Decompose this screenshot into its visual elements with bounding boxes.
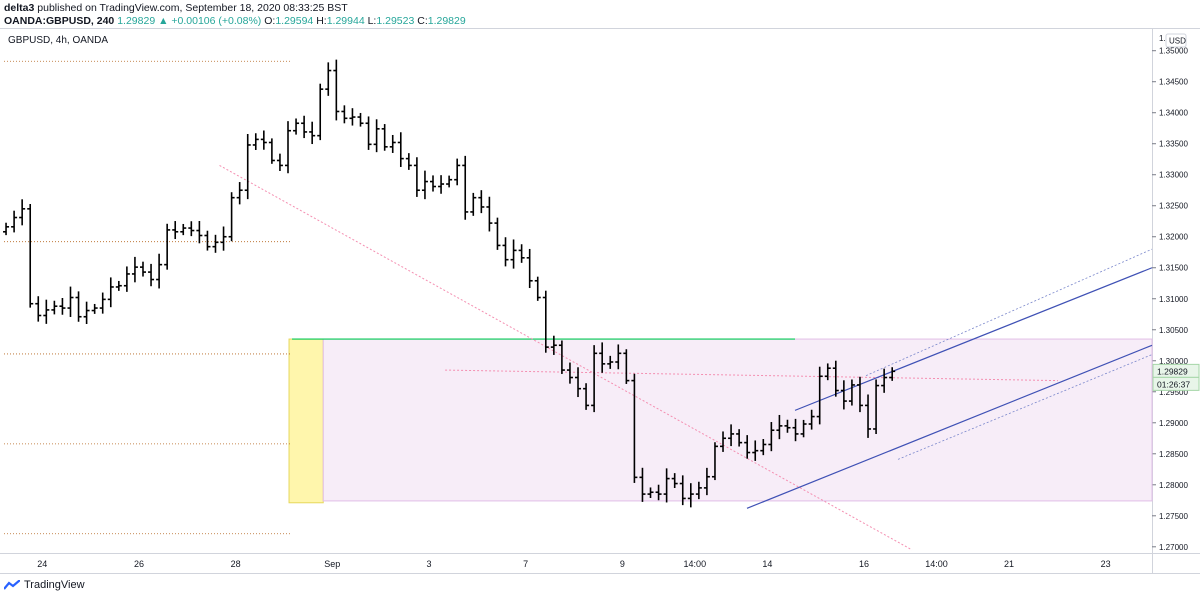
time-tick-label: 3	[426, 559, 431, 569]
countdown-badge	[1152, 376, 1200, 391]
price-tick-label: 1.32000	[1159, 233, 1188, 242]
ohlc-open-label: O:	[264, 15, 276, 27]
price-tick-label: 1.30000	[1159, 357, 1188, 366]
chart-frame[interactable]: GBPUSD, 4h, OANDA 1.35000 1.34500 1.34000 1.…	[0, 28, 1200, 575]
ohlc-low: 1.29523	[376, 15, 415, 27]
time-tick-label: 23	[1101, 559, 1111, 569]
price-tick-label: 1.30500	[1159, 326, 1188, 335]
currency-button[interactable]	[1165, 33, 1187, 48]
channel-outer-lower[interactable]	[897, 354, 1153, 460]
price-tick-label: 1.35000	[1159, 47, 1188, 56]
publisher-name[interactable]: delta3	[4, 2, 35, 14]
time-tick-label: 14	[762, 559, 772, 569]
price-tick-label: 1.32500	[1159, 202, 1188, 211]
pink-range-box[interactable]	[322, 338, 1153, 502]
price-tick-label: 1.29500	[1159, 388, 1188, 397]
price-tick-label: 1.34000	[1159, 109, 1188, 118]
countdown-label: 01:26:37	[1157, 379, 1190, 389]
yellow-zone[interactable]	[288, 338, 324, 504]
price-tick-label: 1.27000	[1159, 543, 1188, 552]
footer: TradingView	[0, 574, 1200, 597]
price-tick-label: 1.28000	[1159, 481, 1188, 490]
price-tick-label: 1.27500	[1159, 512, 1188, 521]
price-tick-label: 1.28500	[1159, 450, 1188, 459]
ohlc-open: 1.29594	[275, 15, 314, 27]
time-tick-label: 24	[37, 559, 47, 569]
time-tick-label: 14:00	[925, 559, 948, 569]
channel-upper[interactable]	[794, 267, 1153, 411]
time-tick-label: 9	[620, 559, 625, 569]
time-tick-label: 26	[134, 559, 144, 569]
currency-button-label: USD	[1169, 37, 1186, 46]
time-tick-label: Sep	[324, 559, 340, 569]
last-price-label: 1.29829	[1157, 366, 1188, 376]
publish-info: delta3 published on TradingView.com, Sep…	[4, 2, 348, 14]
ohlc-high-label: H:	[316, 15, 327, 27]
ohlc-close: 1.29829	[427, 15, 466, 27]
down-trendline[interactable]	[219, 164, 913, 551]
time-tick-label: 14:00	[684, 559, 707, 569]
symbol-label: OANDA:GBPUSD, 240	[4, 15, 115, 27]
price-chart[interactable]: GBPUSD, 4h, OANDA 1.35000 1.34500 1.34000 1.…	[0, 29, 1200, 575]
price-tick-label: 1.3	[1159, 34, 1171, 43]
publish-header: delta3 published on TradingView.com, Sep…	[0, 0, 1200, 28]
ohlc-low-label: L:	[367, 15, 377, 27]
tradingview-logo-icon	[4, 580, 20, 590]
time-tick-label: 16	[859, 559, 869, 569]
channel-outer-upper[interactable]	[865, 248, 1153, 377]
time-tick-label: 21	[1004, 559, 1014, 569]
time-tick-label: 7	[523, 559, 528, 569]
price-tick-label: 1.34500	[1159, 78, 1188, 87]
time-tick-label: 28	[231, 559, 241, 569]
price-change: 1.29829 ▲ +0.00106 (+0.08%)	[117, 15, 262, 27]
ohlc-close-label: C:	[417, 15, 428, 27]
price-tick-label: 1.29000	[1159, 419, 1188, 428]
chart-title: GBPUSD, 4h, OANDA	[8, 35, 108, 46]
price-tick-label: 1.33500	[1159, 140, 1188, 149]
channel-lower[interactable]	[746, 344, 1153, 509]
ohlc-high: 1.29944	[326, 15, 365, 27]
price-tick-label: 1.31500	[1159, 264, 1188, 273]
footer-brand[interactable]: TradingView	[24, 579, 85, 591]
price-tick-label: 1.31000	[1159, 295, 1188, 304]
symbol-info: OANDA:GBPUSD, 240 1.29829 ▲ +0.00106 (+0…	[4, 15, 466, 27]
published-text: published on TradingView.com, September …	[37, 2, 348, 14]
price-tick-label: 1.33000	[1159, 171, 1188, 180]
